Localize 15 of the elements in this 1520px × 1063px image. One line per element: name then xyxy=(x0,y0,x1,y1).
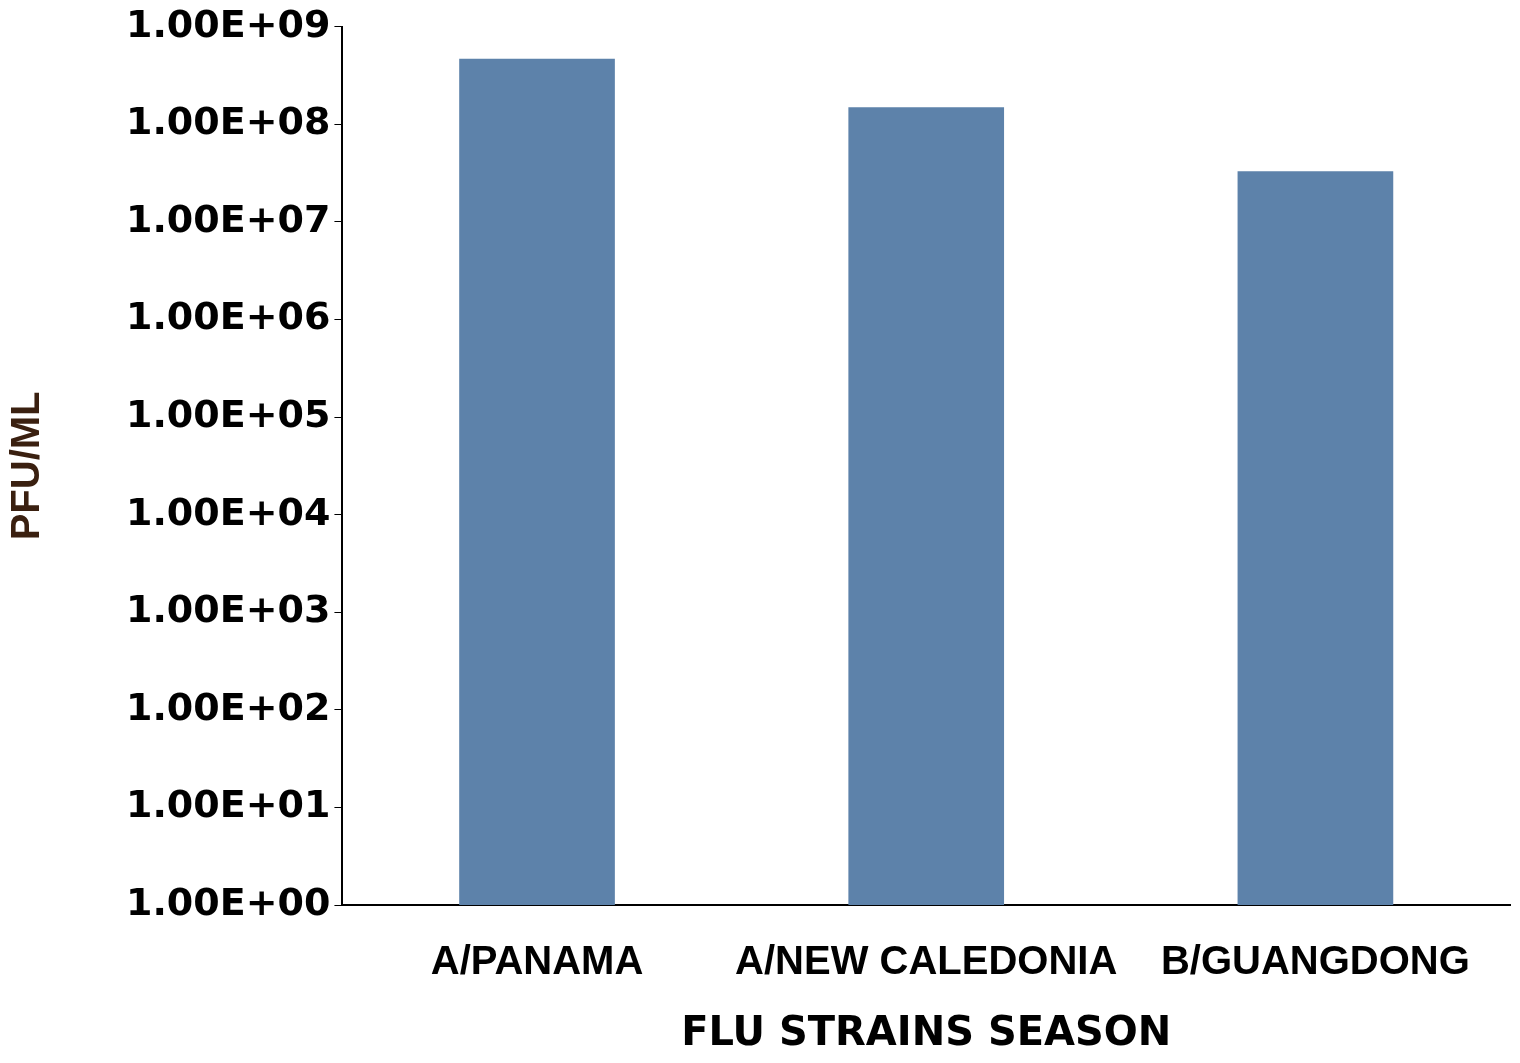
y-tick-label: 1.00E+03 xyxy=(126,587,331,632)
y-tick-label: 1.00E+06 xyxy=(126,294,331,339)
y-tick-label: 1.00E+09 xyxy=(126,1,331,46)
y-tick-label: 1.00E+08 xyxy=(126,99,331,144)
y-tick-label: 1.00E+04 xyxy=(126,489,331,534)
y-tick-label: 1.00E+00 xyxy=(126,879,331,924)
x-tick-label: B/GUANGDONG xyxy=(1160,938,1470,983)
x-tick-label: A/PANAMA xyxy=(430,938,644,983)
y-tick-label: 1.00E+02 xyxy=(126,684,331,729)
y-axis-title: PFU/ML xyxy=(3,391,48,541)
y-tick-label: 1.00E+05 xyxy=(126,391,331,436)
y-tick-label: 1.00E+07 xyxy=(126,196,331,241)
x-axis-title: FLU STRAINS SEASON xyxy=(681,1008,1172,1055)
x-tick-label: A/NEW CALEDONIA xyxy=(735,938,1118,983)
y-tick-label: 1.00E+01 xyxy=(126,782,331,827)
